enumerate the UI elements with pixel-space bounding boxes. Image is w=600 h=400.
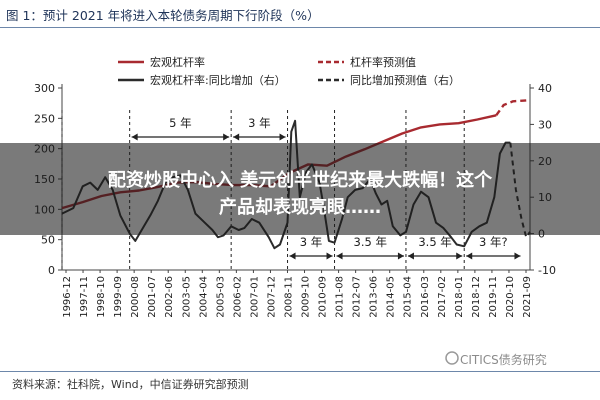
x-tick-label: 2017-02 — [437, 276, 448, 318]
x-tick-label: 2009-10 — [301, 276, 312, 318]
x-tick-label: 2012-07 — [352, 276, 363, 318]
span-arrow-head-left — [131, 133, 138, 141]
span-arrow-head-right — [326, 252, 333, 260]
x-tick-label: 2006-02 — [232, 276, 243, 318]
watermark: CITICS债务研究 — [460, 353, 547, 367]
span-arrow-head-left — [289, 252, 296, 260]
span-label: 3 年 — [300, 235, 322, 249]
x-tick-label: 2020-10 — [505, 276, 516, 318]
y-right-tick-label: -10 — [538, 264, 556, 277]
x-tick-label: 2013-06 — [369, 276, 380, 318]
x-tick-label: 2008-11 — [283, 276, 294, 318]
x-tick-label: 2005-03 — [215, 276, 226, 318]
x-tick-label: 2004-04 — [198, 276, 209, 318]
span-label: 3 年 — [248, 116, 270, 130]
headline-line-1[interactable]: 配资炒股中心入 美元创半世纪来最大跌幅！这个 — [107, 170, 493, 191]
x-tick-label: 2007-12 — [266, 276, 277, 318]
x-tick-label: 2018-12 — [471, 276, 482, 318]
y-right-tick-label: 40 — [538, 82, 552, 95]
span-arrow-head-left — [233, 133, 240, 141]
x-tick-label: 2016-03 — [420, 276, 431, 318]
x-tick-label: 2015-04 — [403, 276, 414, 318]
headline-overlay-band[interactable] — [0, 143, 600, 235]
span-arrow-head-right — [514, 252, 521, 260]
span-label: 3.5 年 — [354, 235, 387, 249]
span-arrow-head-right — [456, 252, 463, 260]
span-label: 3 年? — [479, 235, 508, 249]
y-left-tick-label: 50 — [41, 234, 55, 247]
x-tick-label: 1996-12 — [62, 276, 73, 318]
legend-label-leverage: 宏观杠杆率 — [150, 55, 205, 69]
span-arrow-head-right — [223, 133, 230, 141]
x-tick-label: 2021-09 — [522, 276, 533, 318]
headline-overlay[interactable]: 配资炒股中心入 美元创半世纪来最大跌幅！这个 产品却表现亮眼…… — [10, 167, 590, 221]
x-tick-label: 2002-06 — [164, 276, 175, 318]
x-tick-label: 2014-05 — [386, 276, 397, 318]
x-tick-label: 2003-05 — [181, 276, 192, 318]
span-label: 3.5 年 — [418, 235, 451, 249]
span-arrow-head-left — [407, 252, 414, 260]
y-left-tick-label: 0 — [48, 264, 55, 277]
span-arrow-head-right — [279, 133, 286, 141]
span-arrow-head-right — [397, 252, 404, 260]
legend-label-change: 宏观杠杆率:同比增加（右） — [150, 73, 286, 87]
watermark-logo-icon — [445, 351, 459, 365]
headline-line-2[interactable]: 产品却表现亮眼…… — [219, 197, 381, 218]
x-tick-label: 1998-10 — [96, 276, 107, 318]
x-tick-label: 1997-11 — [79, 276, 90, 318]
x-tick-label: 2000-08 — [130, 276, 141, 318]
y-left-tick-label: 250 — [34, 112, 55, 125]
source-note: 资料来源：社科院，Wind，中信证券研究部预测 — [12, 378, 249, 391]
span-arrow-head-left — [336, 252, 343, 260]
x-tick-label: 2007-01 — [249, 276, 260, 318]
series-line-leverage_forecast — [495, 98, 531, 117]
span-arrow-head-left — [466, 252, 473, 260]
x-tick-label: 2001-07 — [147, 276, 158, 318]
span-label: 5 年 — [169, 116, 191, 130]
x-tick-label: 2019-11 — [488, 276, 499, 318]
x-tick-label: 2011-08 — [335, 276, 346, 318]
x-tick-label: 1999-09 — [113, 276, 124, 318]
x-tick-label: 2018-01 — [454, 276, 465, 318]
x-tick-label: 2010-09 — [318, 276, 329, 318]
figure-title: 图 1：预计 2021 年将进入本轮债务周期下行阶段（%） — [6, 8, 320, 23]
title-divider — [0, 27, 600, 28]
legend-label-change_forecast: 同比增加预测值（右） — [350, 73, 460, 87]
source-divider — [0, 371, 600, 372]
legend-label-leverage_forecast: 杠杆率预测值 — [350, 55, 416, 69]
y-right-tick-label: 30 — [538, 118, 552, 131]
y-left-tick-label: 300 — [34, 82, 55, 95]
